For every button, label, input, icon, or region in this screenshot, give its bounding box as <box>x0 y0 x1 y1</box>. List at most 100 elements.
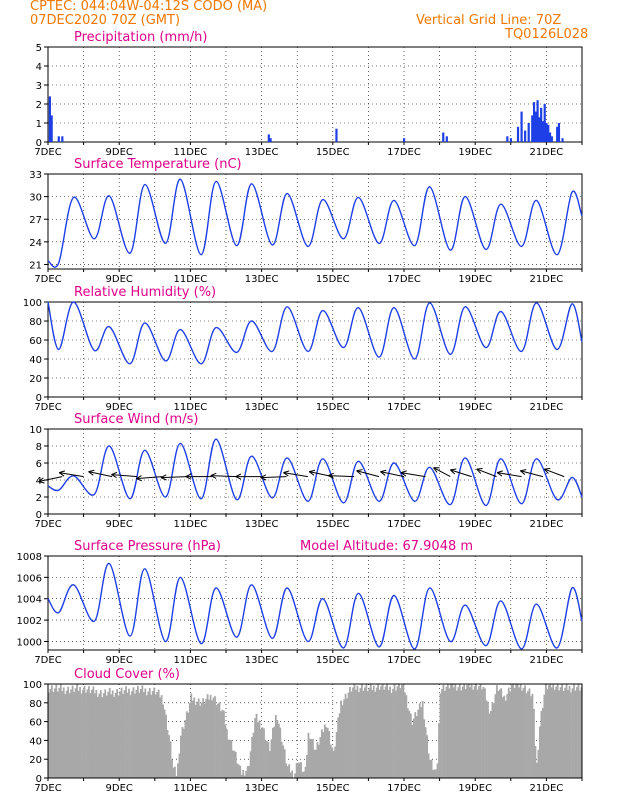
precip-bar <box>506 136 509 142</box>
wind-vector-head <box>58 470 66 477</box>
cloud-bar <box>190 693 193 778</box>
cloud-bar <box>169 741 172 778</box>
cloud-bar <box>490 711 492 778</box>
cloud-bar <box>263 728 265 778</box>
cloud-bar <box>541 707 544 778</box>
cloud-xtick-label: 17DEC <box>387 783 421 794</box>
cloud-bar <box>200 702 203 778</box>
cloud-bar <box>50 685 53 778</box>
wind-xtick-label: 13DEC <box>245 519 279 530</box>
cloud-bar <box>423 719 426 778</box>
cloud-bar <box>62 687 65 778</box>
cloud-bar <box>202 698 205 778</box>
cloud-bar <box>493 703 495 778</box>
cloud-bar <box>500 688 503 778</box>
cloud-bar <box>448 688 451 778</box>
rh-xtick-label: 19DEC <box>458 402 492 413</box>
precip-bar <box>57 136 60 142</box>
precip-bar <box>48 96 51 142</box>
cloud-bar <box>79 687 81 778</box>
cloud-bar <box>160 695 163 778</box>
cloud-bar <box>95 689 98 778</box>
cloud-bar <box>454 684 457 778</box>
pressure-ytick-label: 1006 <box>17 573 42 584</box>
cloud-bar <box>67 686 70 778</box>
cloud-bar <box>86 689 89 778</box>
wind-vector-head <box>328 472 334 479</box>
cloud-bar <box>494 694 497 778</box>
cloud-bar <box>360 684 363 778</box>
cloud-bar <box>319 737 322 778</box>
cloud-bar <box>331 747 334 778</box>
cloud-bar <box>269 751 271 778</box>
cloud-bar <box>507 687 510 778</box>
cloud-bar <box>341 705 344 778</box>
wind-title: Surface Wind (m/s) <box>74 412 198 427</box>
precip-bar <box>534 111 537 142</box>
cloud-bar <box>325 727 328 778</box>
wind-vector-head <box>543 468 551 474</box>
cloud-bar <box>335 732 338 778</box>
cloud-bar <box>141 685 144 778</box>
temp-xtick-label: 15DEC <box>316 274 350 285</box>
wind-vector-shaft <box>88 471 113 478</box>
wind-vector <box>185 473 212 480</box>
wind-vector-shaft <box>400 472 426 478</box>
temp-ytick-label: 27 <box>29 215 42 226</box>
precip-bar <box>267 134 270 142</box>
cloud-bar <box>92 686 95 778</box>
cloud-bar <box>393 684 396 778</box>
cloud-bar <box>151 691 154 778</box>
cloud-bar <box>120 687 123 778</box>
cloud-bar <box>424 727 427 778</box>
cloud-bar <box>343 699 345 778</box>
temp-xtick-label: 7DEC <box>34 274 61 285</box>
cloud-bar <box>258 720 261 778</box>
cloud-bar <box>236 763 239 778</box>
cloud-bar <box>322 732 325 778</box>
cloud-bar <box>401 684 403 778</box>
wind-vector <box>111 471 138 479</box>
cloud-bar <box>561 684 564 778</box>
temp-xtick-label: 17DEC <box>387 274 421 285</box>
cloud-bar <box>257 722 259 778</box>
cloud-bar <box>378 689 381 778</box>
cloud-bar <box>150 694 153 778</box>
wind-vector-shaft <box>520 470 543 478</box>
cloud-bar <box>55 684 58 778</box>
cloud-bar <box>506 694 509 778</box>
cloud-bar <box>309 738 311 778</box>
cloud-bar <box>488 713 491 778</box>
cloud-bar <box>444 690 446 778</box>
wind-vector <box>380 469 405 478</box>
precip-bar <box>509 138 512 142</box>
cloud-bar <box>134 693 136 778</box>
cloud-bar <box>337 717 340 778</box>
wind-vector <box>433 467 451 478</box>
precip-bar <box>557 123 561 142</box>
cloud-bar <box>254 718 256 778</box>
cloud-bar <box>534 746 537 778</box>
cloud-bar <box>421 700 424 778</box>
cloud-bar <box>276 719 279 778</box>
cloud-bar <box>168 735 170 778</box>
cloud-bar <box>464 688 467 778</box>
cloud-bar <box>466 684 469 778</box>
cloud-bar <box>491 701 494 778</box>
cloud-bar <box>187 712 190 778</box>
cloud-bar <box>564 687 566 778</box>
precip-bar <box>527 123 530 142</box>
cloud-bar <box>362 690 365 778</box>
wind-vector-shaft <box>283 472 308 478</box>
cloud-bar <box>549 684 552 778</box>
wind-vector-head <box>283 470 290 477</box>
cloud-bar <box>426 735 429 778</box>
wind-xtick-label: 17DEC <box>387 519 421 530</box>
precip-xtick-label: 13DEC <box>245 147 279 158</box>
cloud-bar <box>524 685 526 778</box>
cloud-bar <box>412 718 415 778</box>
cloud-bar <box>562 690 565 778</box>
wind-vector <box>88 469 113 478</box>
cloud-bar <box>568 686 571 778</box>
cloud-bar <box>300 762 302 778</box>
